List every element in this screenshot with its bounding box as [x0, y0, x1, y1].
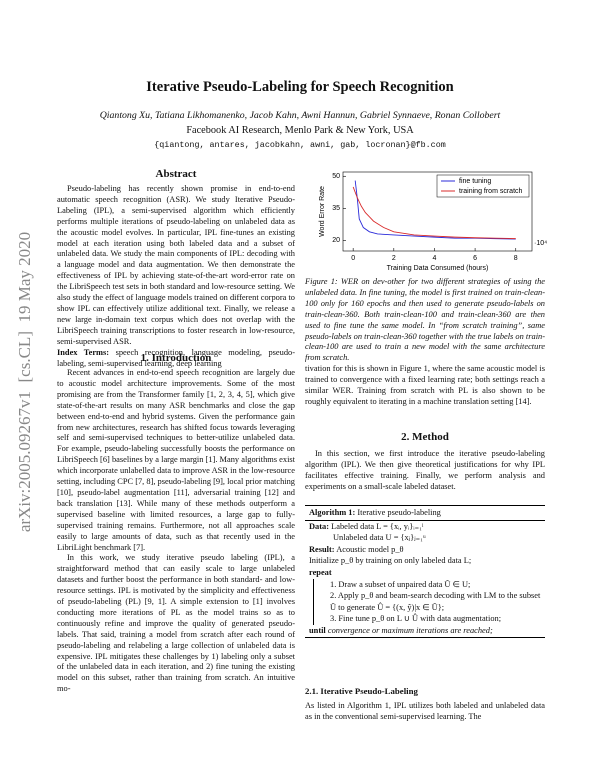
legend-label: fine tuning: [459, 178, 491, 185]
section-heading: 2. Method: [401, 431, 449, 443]
title: Iterative Pseudo-Labeling for Speech Rec…: [146, 79, 454, 95]
algorithm-line: Initialize p_θ by training on only label…: [305, 555, 545, 567]
section-heading: Abstract: [155, 168, 197, 180]
algorithm-line: 2. Apply p_θ and beam-search decoding wi…: [313, 590, 545, 614]
text: convergence or maximum iterations are re…: [327, 625, 493, 635]
label: Index Terms:: [57, 347, 110, 357]
paragraph: Recent advances in end-to-end speech rec…: [57, 368, 295, 552]
text: 3. Fine tune p_θ on L ∪ Û with data augm…: [330, 614, 502, 624]
email: {qiantong, antares, jacobkahn, awni, gab…: [154, 140, 446, 150]
authors: Qiantong Xu, Tatiana Likhomanenko, Jacob…: [99, 110, 501, 121]
text: Iterative pseudo-labeling: [357, 508, 441, 517]
algorithm-title: Algorithm 1: Iterative pseudo-labeling: [305, 506, 545, 521]
text: 1. Draw a subset of unpaired data Ũ ∈ U;: [330, 579, 471, 589]
algorithm-line: repeat: [305, 567, 545, 579]
paragraph: As listed in Algorithm 1, IPL utilizes b…: [305, 701, 545, 721]
paragraph: tivation for this is shown in Figure 1, …: [305, 364, 545, 406]
algorithm-line: 1. Draw a subset of unpaired data Ũ ∈ U;: [313, 578, 545, 591]
text: Acoustic model p_θ: [336, 544, 404, 554]
algorithm-line: 3. Fine tune p_θ on L ∪ Û with data augm…: [313, 613, 545, 625]
legend-label: training from scratch: [459, 188, 523, 195]
y-tick-label: 35: [332, 205, 340, 212]
series-line: [352, 186, 516, 240]
label: Algorithm 1:: [309, 508, 356, 517]
keyword: Result:: [309, 544, 335, 554]
y-tick-label: 20: [332, 237, 340, 244]
figure-caption: Figure 1: WER on dev-other for two diffe…: [305, 277, 545, 363]
text: Labeled data L = {xᵢ, yᵢ}ᵢ₌₁ˡ: [331, 521, 424, 531]
paragraph: Pseudo-labeling has recently shown promi…: [57, 184, 295, 346]
x-tick-label: 2: [392, 255, 396, 262]
text: 2. Apply p_θ and beam-search decoding wi…: [330, 591, 541, 612]
text: speech recognition, language modeling, p…: [57, 347, 295, 368]
abstract: Pseudo-labeling has recently shown promi…: [57, 184, 295, 369]
x-tick-label: 6: [473, 255, 477, 262]
x-tick-label: 8: [514, 255, 518, 262]
affiliation: Facebook AI Research, Menlo Park & New Y…: [186, 125, 414, 136]
y-tick-label: 50: [332, 173, 340, 180]
legend-box: [436, 174, 530, 198]
text: Unlabeled data U = {xⱼ}ⱼ₌₁ᵘ: [333, 533, 426, 543]
section-heading: 1. Introduction: [140, 352, 212, 364]
paragraph: In this section, we first introduce the …: [305, 449, 545, 493]
paragraph-text: In this section, we first introduce the …: [305, 449, 545, 491]
keyword: repeat: [309, 567, 332, 577]
algorithm-line: Unlabeled data U = {xⱼ}ⱼ₌₁ᵘ: [305, 532, 545, 544]
keyword: Data:: [309, 521, 330, 531]
x-tick-label: 4: [432, 255, 436, 262]
x-tick-label: 0: [351, 255, 355, 262]
introduction: Recent advances in end-to-end speech rec…: [57, 368, 295, 695]
x-multiplier: ·10⁴: [534, 240, 547, 247]
index-terms: Index Terms: speech recognition, languag…: [57, 348, 295, 370]
paragraph: In this work, we study iterative pseudo …: [57, 553, 295, 694]
algorithm-line: until convergence or maximum iterations …: [305, 625, 545, 637]
keyword: until: [309, 625, 326, 635]
y-axis-label: Word Error Rate: [319, 186, 326, 237]
subsection-heading: 2.1. Iterative Pseudo-Labeling: [305, 686, 418, 696]
x-axis-label: Training Data Consumed (hours): [387, 265, 489, 272]
plot-frame: [342, 171, 533, 252]
text: Initialize p_θ by training on only label…: [309, 556, 472, 566]
algorithm-line: Result: Acoustic model p_θ: [305, 544, 545, 556]
algorithm-line: Data: Labeled data L = {xᵢ, yᵢ}ᵢ₌₁ˡ: [305, 521, 545, 533]
algorithm: Algorithm 1: Iterative pseudo-labeling D…: [305, 505, 545, 638]
